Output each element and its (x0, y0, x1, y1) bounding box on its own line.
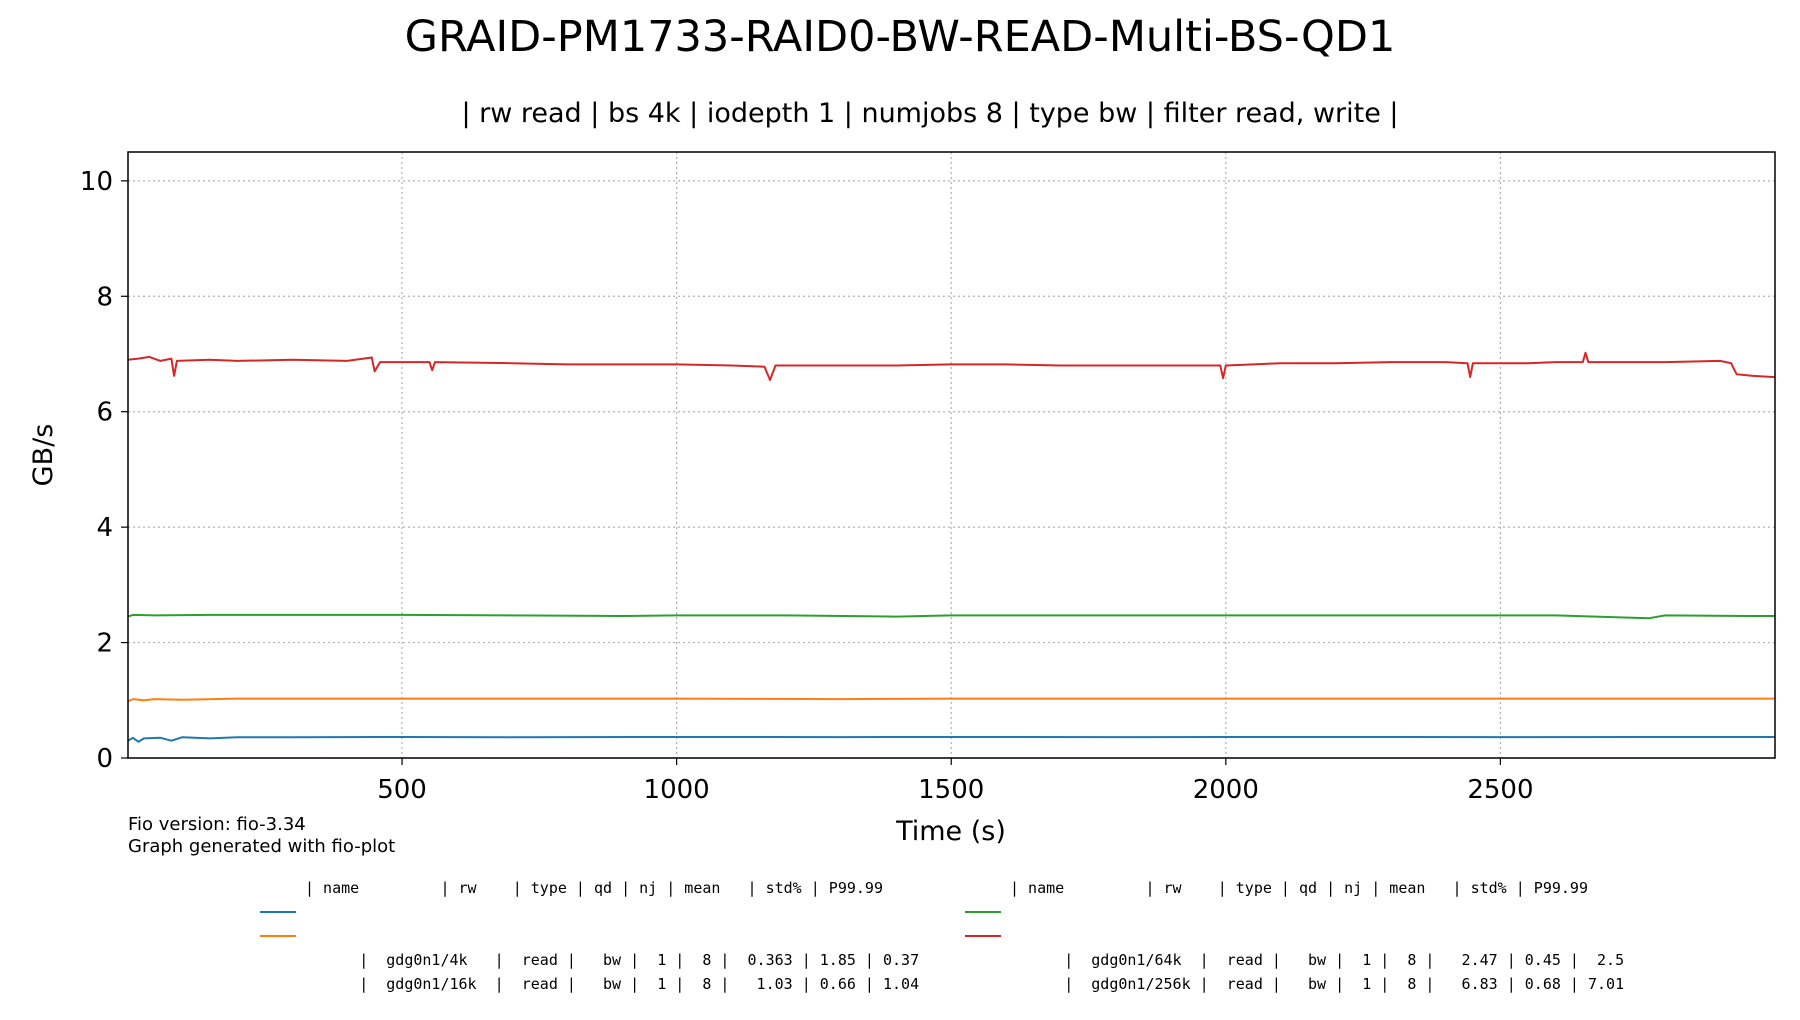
legend-row-64k: | gdg0n1/64k | read | bw | 1 | 8 | 2.47 … (955, 900, 1624, 969)
fio-version-note: Fio version: fio-3.34 (128, 814, 306, 835)
grid-lines (128, 152, 1775, 759)
fio-plot-note: Graph generated with fio-plot (128, 836, 396, 857)
x-axis-ticks: 500 1000 1500 2000 2500 (377, 758, 1533, 805)
series-line-gdg0n1-64k (127, 613, 1775, 620)
legend-column-left: | name | rw | type | qd | nj | mean | st… (250, 876, 919, 993)
series-line-gdg0n1-16k (127, 697, 1775, 703)
legend-column-right: | name | rw | type | qd | nj | mean | st… (955, 876, 1624, 993)
x-axis-label: Time (s) (895, 816, 1006, 847)
y-axis-label: GB/s (28, 424, 59, 487)
chart-title: GRAID-PM1733-RAID0-BW-READ-Multi-BS-QD1 (404, 12, 1396, 62)
legend-header-right: | name | rw | type | qd | nj | mean | st… (1010, 879, 1588, 897)
legend-table: | name | rw | type | qd | nj | mean | st… (250, 876, 1750, 993)
series-line-gdg0n1-4k (127, 736, 1775, 743)
series-lines (127, 351, 1776, 743)
x-tick-label: 2500 (1467, 775, 1533, 805)
series-line-gdg0n1-256k (127, 351, 1776, 381)
x-tick-label: 1000 (644, 775, 710, 805)
y-tick-label: 8 (96, 282, 113, 312)
legend-text-64k: | gdg0n1/64k | read | bw | 1 | 8 | 2.47 … (1064, 951, 1625, 969)
y-tick-label: 6 (96, 398, 113, 428)
legend-row-4k: | gdg0n1/4k | read | bw | 1 | 8 | 0.363 … (250, 900, 919, 969)
legend-text-256k: | gdg0n1/256k | read | bw | 1 | 8 | 6.83… (1064, 975, 1625, 993)
legend-swatch-64k (965, 911, 1001, 913)
y-tick-label: 10 (80, 167, 113, 197)
chart-subtitle: | rw read | bs 4k | iodepth 1 | numjobs … (461, 98, 1399, 129)
y-tick-label: 4 (96, 513, 113, 543)
legend-row-256k: | gdg0n1/256k | read | bw | 1 | 8 | 6.83… (955, 924, 1624, 993)
x-tick-label: 2000 (1193, 775, 1259, 805)
y-axis-ticks: 0 2 4 6 8 10 (80, 167, 128, 774)
legend-swatch-256k (965, 935, 1001, 937)
y-tick-label: 0 (96, 744, 113, 774)
legend-text-4k: | gdg0n1/4k | read | bw | 1 | 8 | 0.363 … (359, 951, 920, 969)
x-tick-label: 1500 (918, 775, 984, 805)
legend-swatch-16k (260, 935, 296, 937)
legend-swatch-4k (260, 911, 296, 913)
legend-header: | name | rw | type | qd | nj | mean | st… (305, 879, 883, 897)
legend-text-16k: | gdg0n1/16k | read | bw | 1 | 8 | 1.03 … (359, 975, 920, 993)
y-tick-label: 2 (96, 629, 113, 659)
legend-row-16k: | gdg0n1/16k | read | bw | 1 | 8 | 1.03 … (250, 924, 919, 993)
x-tick-label: 500 (377, 775, 427, 805)
